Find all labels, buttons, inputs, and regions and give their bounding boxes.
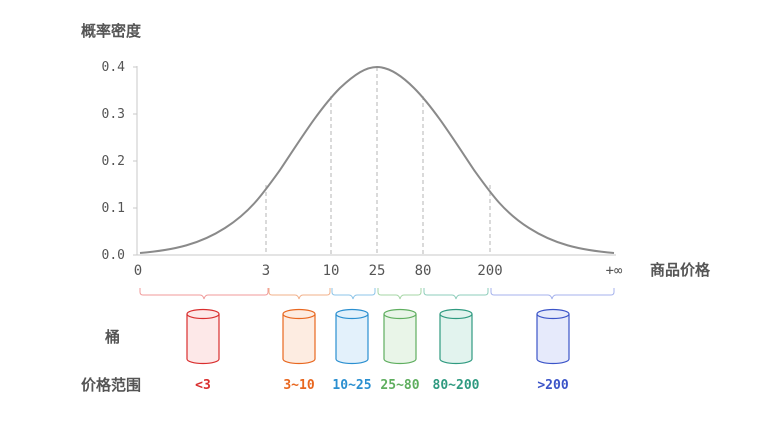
bucket-brace xyxy=(268,288,331,300)
x-tick-label: 3 xyxy=(262,263,270,279)
x-tick-label: 10 xyxy=(323,263,340,279)
x-axis-title: 商品价格 xyxy=(650,261,711,279)
x-tick-label: 25 xyxy=(369,263,386,279)
bucket-brace xyxy=(423,288,489,300)
y-axis-title: 概率密度 xyxy=(81,22,142,40)
bucket-brace xyxy=(377,288,422,300)
bucket-range-label: 10~25 xyxy=(332,378,371,393)
y-tick-label: 0.4 xyxy=(102,60,126,75)
bucket-range-label: >200 xyxy=(537,378,568,393)
bucket-icon xyxy=(186,308,220,365)
y-tick-label: 0.3 xyxy=(102,107,125,122)
x-tick-label: +∞ xyxy=(606,263,623,279)
bucket-brace xyxy=(331,288,376,300)
bucket-icon xyxy=(439,308,473,365)
bucket-range-label: <3 xyxy=(195,378,211,393)
range-row-label: 价格范围 xyxy=(81,376,141,394)
x-tick-label: 80 xyxy=(415,263,432,279)
y-tick-label: 0.1 xyxy=(102,201,125,216)
bucket-icon xyxy=(383,308,417,365)
bucket-range-label: 25~80 xyxy=(380,378,419,393)
bucket-icon xyxy=(335,308,369,365)
x-tick-label: 200 xyxy=(477,263,502,279)
bucket-range-label: 3~10 xyxy=(283,378,314,393)
bucket-brace xyxy=(139,288,269,300)
x-tick-label: 0 xyxy=(134,263,142,279)
y-tick-label: 0.0 xyxy=(102,248,125,263)
y-tick-label: 0.2 xyxy=(102,154,125,169)
density-curve xyxy=(139,65,615,254)
bucket-icon xyxy=(282,308,316,365)
bucket-icon xyxy=(536,308,570,365)
bucket-row-label: 桶 xyxy=(105,328,120,346)
bucket-range-label: 80~200 xyxy=(433,378,480,393)
bucket-brace xyxy=(490,288,615,300)
